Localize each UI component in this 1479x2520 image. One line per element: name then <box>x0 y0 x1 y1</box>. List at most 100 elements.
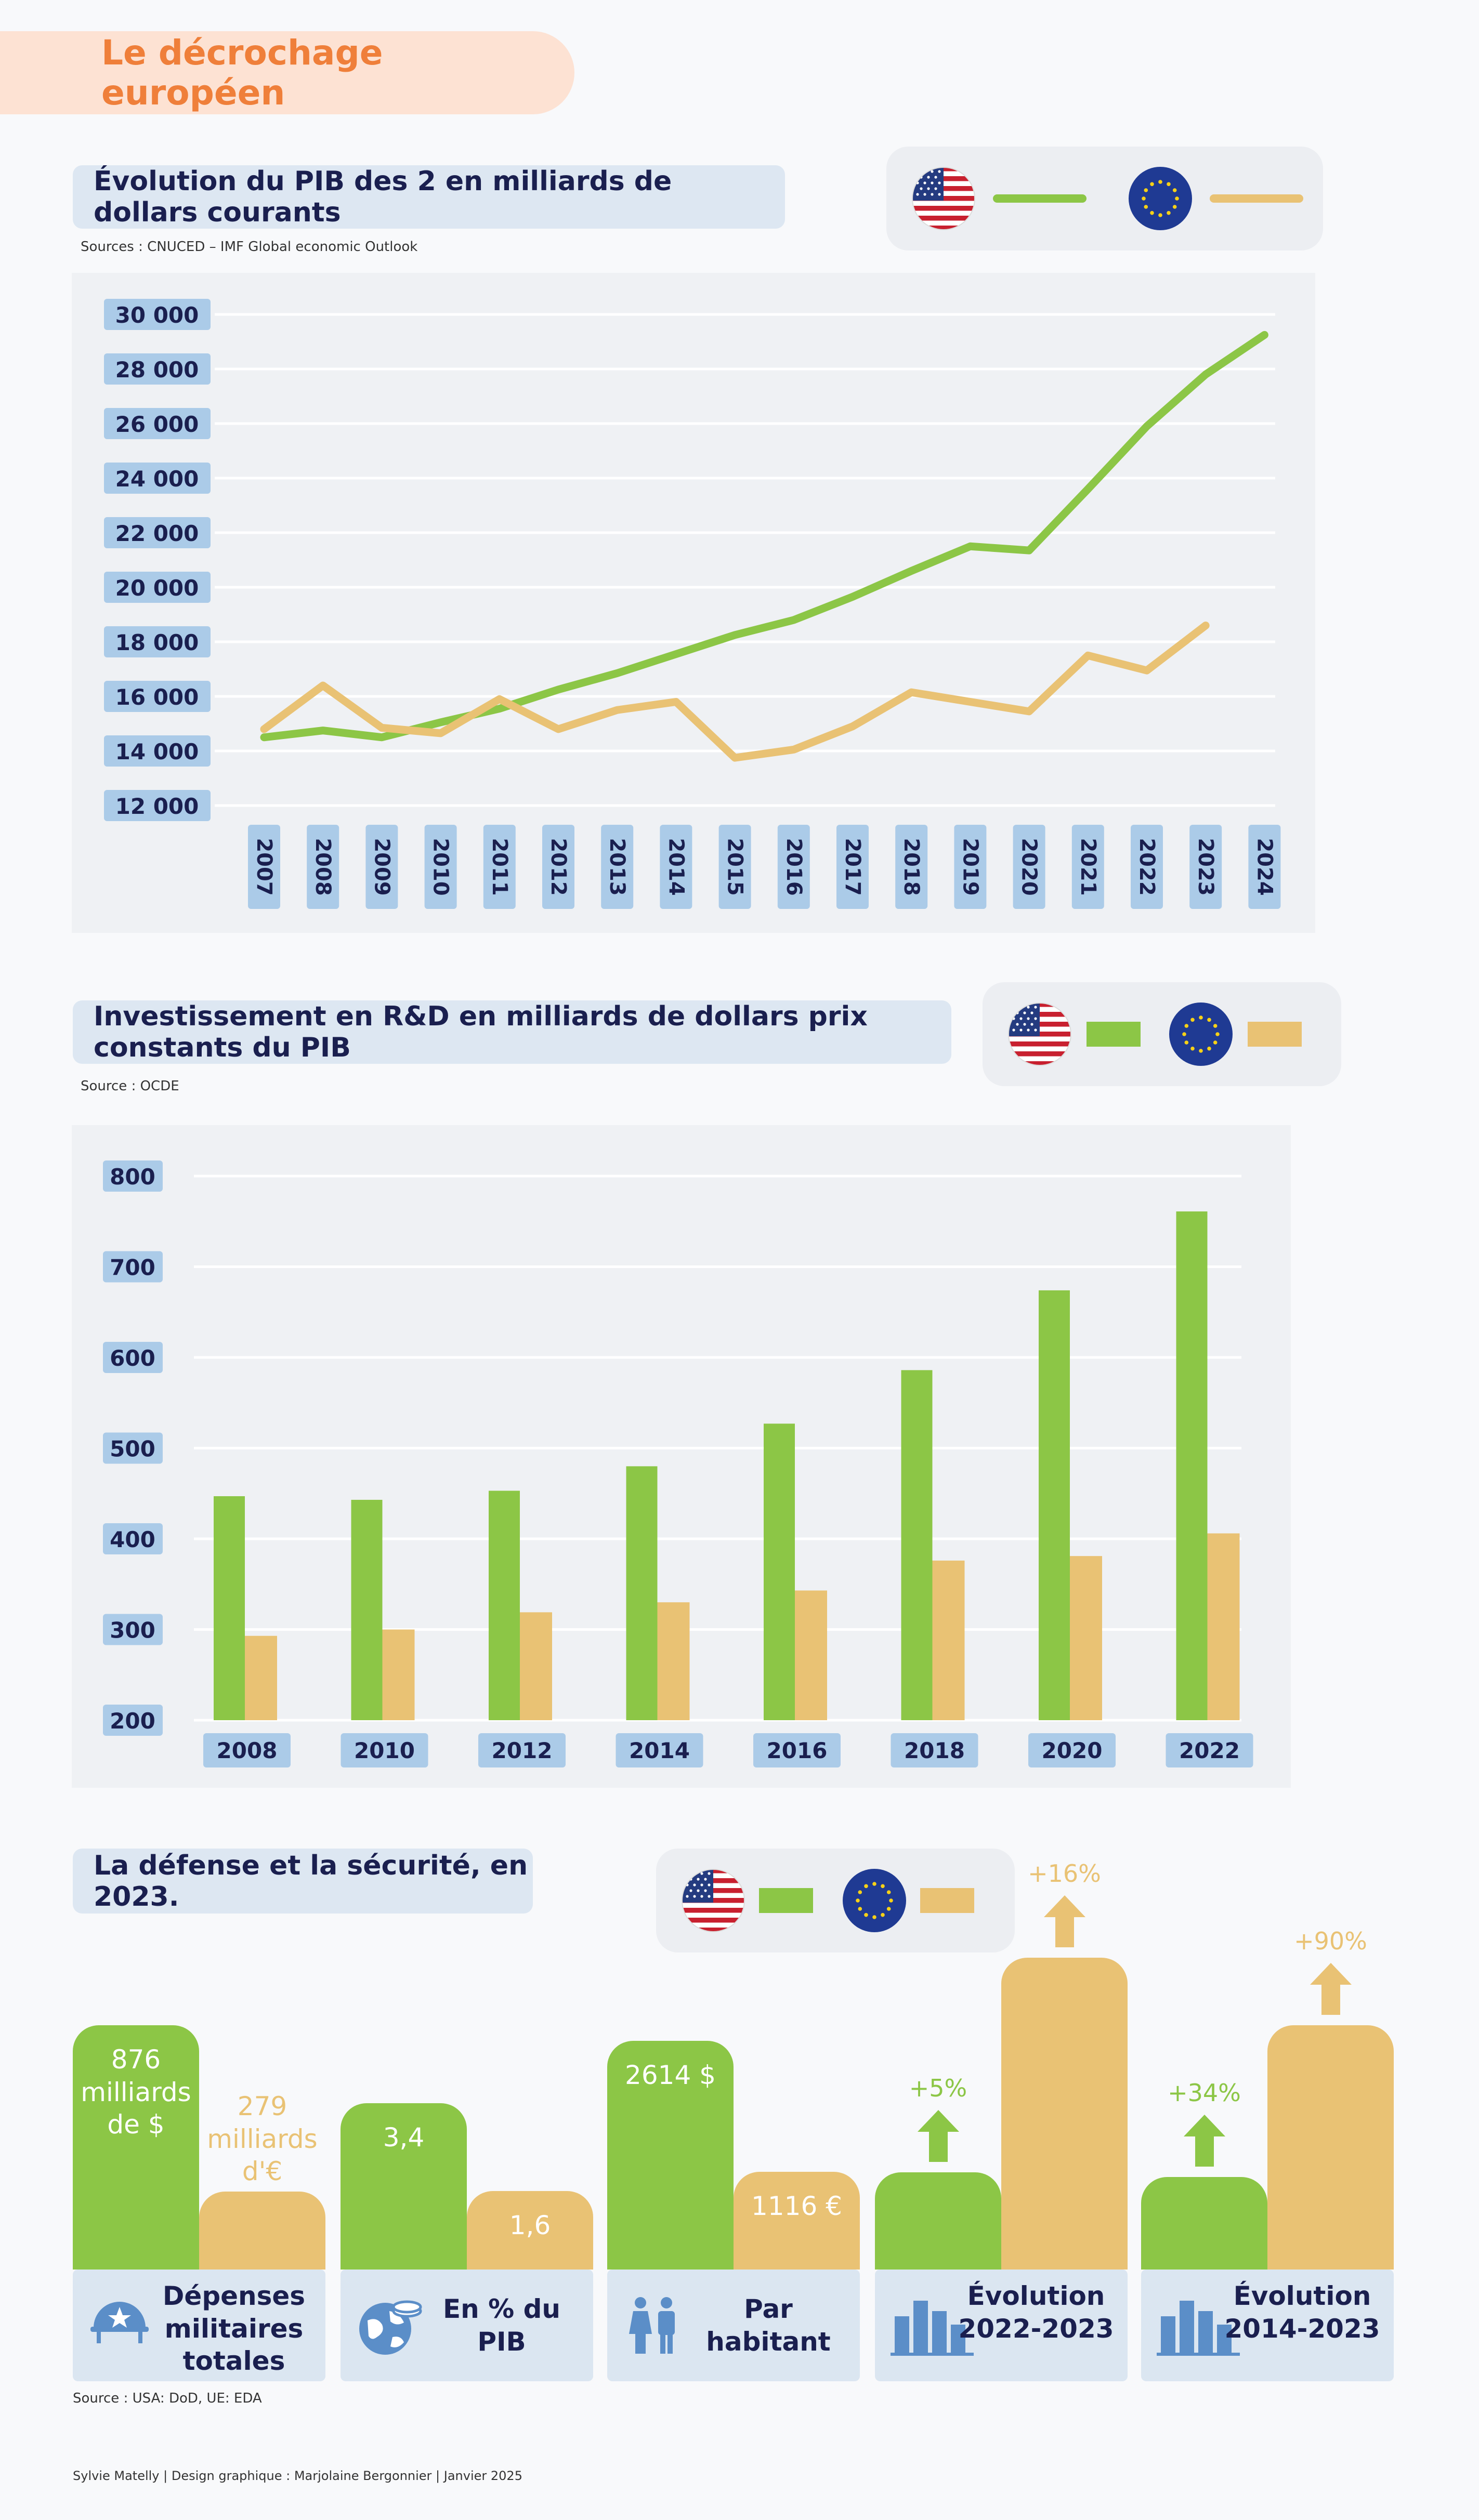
chart2-bar-eu <box>520 1612 552 1720</box>
chart2-bar-usa <box>1039 1290 1070 1720</box>
chart1-ytick-bg <box>104 299 211 330</box>
chart3-legend <box>656 1849 1015 1952</box>
chart2-xtick-label: 2022 <box>1179 1738 1240 1763</box>
chart3-bar-usa <box>73 2025 199 2270</box>
chart1-xtick-label: 2007 <box>252 838 276 895</box>
chart1-ytick-label: 18 000 <box>115 630 199 655</box>
chart1-ytick-label: 24 000 <box>115 466 199 492</box>
chart1-xtick-label: 2017 <box>841 838 865 895</box>
chart1-point-usa <box>321 729 325 732</box>
chart2-bar-eu <box>1070 1556 1102 1720</box>
chart1-legend <box>886 147 1323 250</box>
chart1-ytick-bg <box>104 463 211 494</box>
chart3-value-eu: 1,6 <box>509 2210 551 2241</box>
chart2-title-text: Investissement en R&D en milliards de do… <box>94 1001 868 1063</box>
chart1-xtick-label: 2016 <box>782 838 806 895</box>
chart1-xtick-bg <box>601 825 634 909</box>
chart1-point-usa <box>557 688 560 691</box>
arrow-up-icon <box>1043 1895 1085 1947</box>
chart2-bar-usa <box>764 1423 795 1720</box>
chart1-ytick-bg <box>104 408 211 439</box>
people-icon <box>623 2295 685 2360</box>
chart2-bar-usa <box>489 1490 520 1720</box>
chart1-point-eu <box>557 728 560 731</box>
chart2-xtick-bg <box>203 1733 291 1767</box>
chart1-xtick-bg <box>895 825 928 909</box>
chart3-bar-usa <box>607 2041 734 2270</box>
chart1-xtick-label: 2023 <box>1194 838 1218 895</box>
bar-chart-icon <box>1157 2295 1240 2360</box>
chart1-xtick-label: 2014 <box>664 838 688 895</box>
chart2-xtick-label: 2014 <box>629 1738 690 1763</box>
usa-flag-icon <box>1007 1002 1072 1066</box>
chart1-point-eu <box>1027 709 1031 713</box>
chart1-ytick-label: 22 000 <box>115 521 199 546</box>
chart3-bar-usa <box>1141 2177 1267 2270</box>
chart1-xtick-label: 2019 <box>958 838 982 895</box>
chart2-xtick-label: 2018 <box>904 1738 965 1763</box>
usa-legend-line <box>993 194 1087 203</box>
chart1-point-usa <box>1086 487 1090 491</box>
chart1-ytick-bg <box>104 626 211 657</box>
chart2-ytick-label: 500 <box>110 1436 155 1462</box>
chart1-ytick-bg <box>104 572 211 603</box>
chart1-xtick-label: 2015 <box>723 838 747 895</box>
chart2-bar-usa <box>214 1496 245 1720</box>
chart2-bar-eu <box>932 1560 965 1720</box>
chart1-xtick-label: 2011 <box>488 838 512 895</box>
chart1-xtick-bg <box>424 825 457 909</box>
eu-flag-icon <box>1169 1002 1233 1066</box>
chart2-ytick-label: 200 <box>110 1708 155 1734</box>
chart2-ytick-label: 400 <box>110 1527 155 1552</box>
chart3-value-usa: 3,4 <box>383 2122 425 2153</box>
chart3-bar-eu <box>734 2172 860 2270</box>
chart3-card: Par habitant <box>607 2270 860 2381</box>
chart1-point-usa <box>616 671 619 675</box>
chart2-bar-eu <box>657 1602 690 1720</box>
chart1-point-usa <box>498 707 501 710</box>
chart3-value-usa: +5% <box>909 2074 967 2102</box>
chart1-xtick-bg <box>1248 825 1281 909</box>
chart2-bar-eu <box>1207 1533 1240 1720</box>
chart2-ytick-bg <box>103 1523 163 1554</box>
chart1-ytick-bg <box>104 790 211 821</box>
chart2-ytick-bg <box>103 1432 163 1464</box>
chart1-point-usa <box>1145 425 1148 428</box>
chart2-ytick-label: 300 <box>110 1618 155 1643</box>
chart1-xtick-bg <box>836 825 869 909</box>
chart1-ytick-label: 14 000 <box>115 739 199 764</box>
chart1-xtick-bg <box>1131 825 1163 909</box>
chart1-point-usa <box>439 720 442 724</box>
chart1-point-eu <box>851 724 854 728</box>
chart3-source: Source : USA: DoD, UE: EDA <box>73 2391 262 2406</box>
chart1-point-eu <box>733 756 737 760</box>
chart2-xtick-label: 2010 <box>354 1738 415 1763</box>
chart3-value-eu: 1116 € <box>751 2191 842 2222</box>
chart1-point-eu <box>616 708 619 712</box>
usa-legend-swatch <box>759 1888 813 1913</box>
chart2-ytick-bg <box>103 1705 163 1736</box>
chart2-bar-usa <box>351 1499 383 1720</box>
chart1-point-usa <box>263 735 266 739</box>
chart1-xtick-bg <box>248 825 280 909</box>
chart1-point-eu <box>263 728 266 731</box>
chart1-ytick-bg <box>104 681 211 712</box>
chart1-ytick-bg <box>104 735 211 767</box>
chart2-xtick-bg <box>1028 1733 1116 1767</box>
chart2-xtick-label: 2008 <box>217 1738 278 1763</box>
chart1-point-eu <box>439 731 442 735</box>
bar-chart-icon <box>891 2295 974 2360</box>
chart1-xtick-bg <box>307 825 339 909</box>
chart2-source: Source : OCDE <box>81 1078 179 1094</box>
chart3-value-usa: 876 milliards de $ <box>81 2044 191 2140</box>
chart1-xtick-bg <box>777 825 810 909</box>
chart2-bar-usa <box>626 1466 658 1720</box>
chart2-xtick-bg <box>341 1733 428 1767</box>
chart2-xtick-label: 2012 <box>492 1738 553 1763</box>
chart1-xtick-label: 2024 <box>1252 838 1276 895</box>
usa-legend-swatch <box>1087 1022 1141 1047</box>
chart1-point-eu <box>910 691 913 694</box>
chart3-title: La défense et la sécurité, en 2023. <box>73 1849 533 1914</box>
chart2-ytick-bg <box>103 1251 163 1283</box>
chart1-ytick-label: 12 000 <box>115 794 199 819</box>
